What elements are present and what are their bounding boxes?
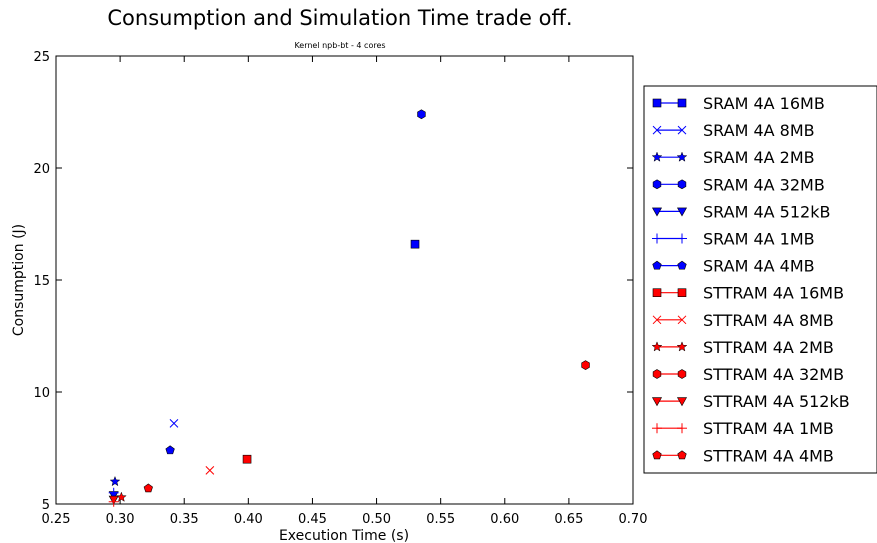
legend-item: SRAM 4A 16MB <box>652 94 825 113</box>
legend-marker <box>652 260 662 270</box>
legend-label: SRAM 4A 32MB <box>703 175 825 194</box>
legend-label: STTRAM 4A 2MB <box>703 338 834 357</box>
x-tick-label: 0.70 <box>619 512 648 527</box>
x-axis-label: Execution Time (s) <box>279 528 409 543</box>
y-tick-label: 25 <box>33 50 50 65</box>
legend-item: STTRAM 4A 1MB <box>652 419 834 438</box>
legend-marker <box>676 207 688 217</box>
legend-label: STTRAM 4A 32MB <box>703 365 844 384</box>
legend-item: STTRAM 4A 16MB <box>652 284 844 303</box>
legend-label: SRAM 4A 8MB <box>703 121 815 140</box>
legend-item: SRAM 4A 8MB <box>652 121 815 140</box>
x-tick-label: 0.40 <box>234 512 263 527</box>
data-point <box>108 496 119 507</box>
legend-label: STTRAM 4A 16MB <box>703 284 844 303</box>
x-tick-label: 0.25 <box>42 512 71 527</box>
legend-item: SRAM 4A 32MB <box>652 175 825 194</box>
data-point <box>581 360 590 370</box>
data-point <box>109 475 121 487</box>
data-point <box>115 491 127 502</box>
data-point <box>169 419 179 428</box>
data-point <box>165 445 175 455</box>
legend-item: SRAM 4A 512kB <box>651 202 830 221</box>
data-point <box>410 239 420 249</box>
y-axis-label: Consumption (J) <box>11 224 27 336</box>
legend-item: STTRAM 4A 8MB <box>652 311 834 330</box>
legend-marker <box>651 207 663 217</box>
x-tick-label: 0.50 <box>362 512 391 527</box>
x-tick-label: 0.35 <box>170 512 199 527</box>
y-tick-label: 15 <box>33 274 50 289</box>
legend-label: SRAM 4A 512kB <box>703 202 830 221</box>
legend: SRAM 4A 16MB SRAM 4A 8MB SRAM 4A 2MB SRAM 4… <box>643 85 877 474</box>
data-point <box>417 109 426 120</box>
chart-title: Consumption and Simulation Time trade of… <box>107 6 573 30</box>
legend-marker <box>677 260 687 270</box>
legend-label: SRAM 4A 2MB <box>703 148 815 167</box>
legend-marker <box>652 423 662 434</box>
legend-label: SRAM 4A 1MB <box>703 230 815 249</box>
legend-marker <box>677 288 687 298</box>
legend-label: STTRAM 4A 512kB <box>703 392 850 411</box>
legend-label: STTRAM 4A 1MB <box>703 419 834 438</box>
legend-marker <box>652 98 662 108</box>
legend-marker <box>652 369 662 379</box>
legend-marker <box>651 151 663 162</box>
legend-marker <box>677 369 687 379</box>
legend-marker <box>676 397 688 407</box>
legend-item: SRAM 4A 4MB <box>652 257 815 276</box>
data-point <box>143 483 153 493</box>
x-tick-label: 0.65 <box>554 512 583 527</box>
y-tick-label: 10 <box>33 386 50 401</box>
legend-marker <box>677 423 687 434</box>
legend-item: SRAM 4A 2MB <box>651 148 815 167</box>
legend-marker <box>677 233 687 244</box>
legend-marker <box>652 288 662 298</box>
legend-marker <box>676 151 688 162</box>
data-point <box>242 454 252 464</box>
legend-marker <box>651 341 663 352</box>
x-tick-label: 0.60 <box>490 512 519 527</box>
legend-marker <box>652 450 662 460</box>
legend-marker <box>676 341 688 352</box>
legend-marker <box>651 397 663 407</box>
legend-label: SRAM 4A 16MB <box>703 94 825 113</box>
legend-item: STTRAM 4A 32MB <box>652 365 844 384</box>
legend-marker <box>652 125 662 135</box>
x-tick-label: 0.55 <box>426 512 455 527</box>
x-tick-label: 0.45 <box>298 512 327 527</box>
y-tick-label: 5 <box>42 498 50 513</box>
legend-marker <box>677 98 687 108</box>
legend-label: STTRAM 4A 8MB <box>703 311 834 330</box>
legend-label: SRAM 4A 4MB <box>703 257 815 276</box>
legend-marker <box>677 315 687 325</box>
legend-item: STTRAM 4A 4MB <box>652 446 834 465</box>
legend-label: STTRAM 4A 4MB <box>703 446 834 465</box>
legend-item: SRAM 4A 1MB <box>652 230 815 249</box>
plot-area-frame <box>55 55 634 505</box>
legend-item: STTRAM 4A 2MB <box>651 338 834 357</box>
legend-marker <box>677 450 687 460</box>
legend-frame <box>643 85 877 474</box>
legend-marker <box>652 233 662 244</box>
legend-marker <box>652 315 662 325</box>
x-tick-label: 0.30 <box>106 512 135 527</box>
legend-marker <box>677 179 687 190</box>
data-point <box>205 466 215 475</box>
y-tick-label: 20 <box>33 162 50 177</box>
legend-marker <box>677 125 687 135</box>
legend-item: STTRAM 4A 512kB <box>651 392 850 411</box>
chart-subtitle: Kernel npb-bt - 4 cores <box>294 41 386 50</box>
legend-marker <box>652 179 662 190</box>
